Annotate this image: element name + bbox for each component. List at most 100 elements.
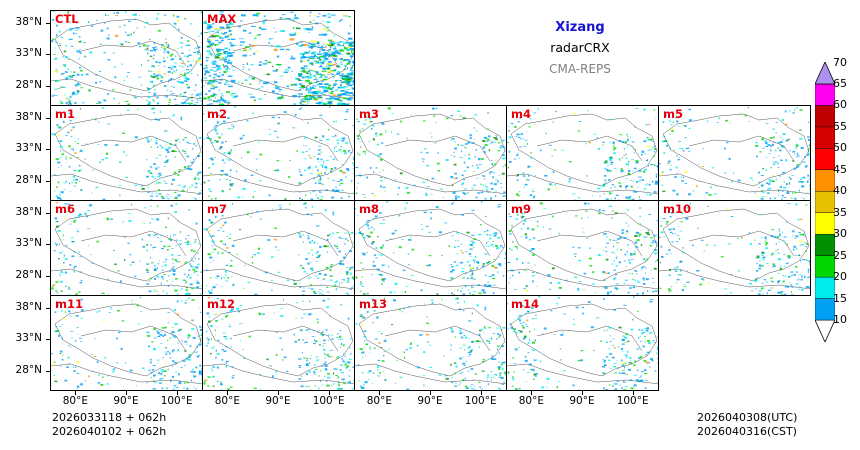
echo-pixel	[313, 156, 316, 158]
echo-pixel	[55, 158, 59, 161]
echo-pixel	[805, 246, 808, 248]
echo-pixel	[231, 203, 234, 205]
echo-pixel	[794, 237, 797, 239]
echo-pixel	[468, 320, 472, 322]
echo-pixel	[492, 333, 496, 334]
echo-pixel	[99, 81, 102, 83]
echo-pixel	[161, 247, 164, 250]
echo-pixel	[224, 250, 226, 251]
echo-pixel	[303, 145, 305, 146]
echo-pixel	[207, 82, 210, 85]
echo-pixel	[169, 98, 171, 101]
echo-pixel	[377, 369, 379, 372]
echo-pixel	[78, 51, 82, 53]
echo-pixel	[324, 52, 328, 55]
echo-pixel	[78, 169, 82, 171]
echo-pixel	[173, 309, 176, 311]
echo-pixel	[698, 180, 702, 182]
echo-pixel	[263, 82, 268, 85]
echo-pixel	[652, 282, 655, 284]
echo-pixel	[162, 278, 164, 280]
echo-pixel	[308, 91, 310, 93]
echo-pixel	[770, 277, 774, 279]
echo-pixel	[533, 237, 536, 239]
echo-pixel	[197, 74, 199, 77]
echo-pixel	[67, 203, 70, 205]
echo-pixel	[523, 187, 526, 188]
echo-pixel	[532, 341, 535, 344]
echo-pixel	[208, 290, 210, 293]
echo-pixel	[165, 141, 168, 143]
echo-pixel	[610, 161, 614, 163]
echo-pixel	[305, 101, 310, 103]
echo-pixel	[455, 298, 459, 300]
echo-pixel	[302, 71, 308, 73]
echo-pixel	[495, 267, 499, 269]
echo-pixel	[481, 289, 485, 292]
echo-pixel	[504, 250, 506, 252]
echo-pixel	[334, 167, 337, 169]
echo-pixel	[260, 28, 264, 30]
panel-map-m2	[203, 106, 354, 200]
echo-pixel	[215, 39, 219, 41]
echo-pixel	[513, 158, 517, 160]
echo-pixel	[160, 195, 164, 198]
echo-pixel	[161, 146, 164, 149]
echo-pixel	[210, 221, 213, 223]
echo-pixel	[650, 351, 652, 353]
echo-pixel	[294, 18, 300, 19]
echo-pixel	[597, 187, 601, 190]
echo-pixel	[638, 329, 641, 331]
echo-pixel	[505, 342, 506, 343]
echo-pixel	[787, 243, 789, 244]
echo-pixel	[318, 59, 320, 61]
echo-pixel	[311, 52, 315, 55]
echo-pixel	[720, 256, 724, 258]
echo-pixel	[609, 205, 612, 207]
echo-pixel	[639, 341, 642, 342]
echo-pixel	[618, 261, 621, 264]
echo-pixel	[162, 335, 165, 337]
echo-pixel	[173, 26, 176, 28]
echo-pixel	[799, 178, 803, 180]
echo-pixel	[228, 59, 231, 62]
echo-pixel	[577, 359, 581, 362]
echo-pixel	[199, 370, 201, 373]
echo-pixel	[168, 275, 170, 276]
echo-pixel	[209, 235, 212, 237]
echo-pixel	[480, 183, 482, 185]
echo-pixel	[666, 144, 669, 147]
echo-pixel	[450, 277, 453, 278]
echo-pixel	[97, 101, 100, 102]
echo-pixel	[303, 57, 306, 59]
echo-pixel	[221, 349, 225, 351]
echo-pixel	[346, 49, 350, 52]
echo-pixel	[188, 49, 191, 51]
echo-pixel	[325, 98, 331, 100]
echo-pixel	[64, 71, 68, 73]
echo-pixel	[286, 85, 290, 88]
echo-pixel	[809, 184, 810, 187]
echo-pixel	[212, 365, 215, 368]
echo-pixel	[160, 372, 163, 375]
echo-pixel	[526, 319, 529, 322]
echo-pixel	[514, 388, 517, 390]
echo-pixel	[761, 236, 763, 239]
echo-pixel	[664, 140, 667, 142]
echo-pixel	[226, 312, 229, 314]
echo-pixel	[67, 98, 70, 100]
echo-pixel	[258, 312, 260, 315]
echo-pixel	[301, 267, 304, 269]
echo-pixel	[264, 271, 268, 274]
echo-pixel	[252, 196, 254, 199]
echo-pixel	[80, 40, 82, 42]
echo-pixel	[344, 232, 348, 234]
echo-pixel	[196, 280, 199, 282]
echo-pixel	[121, 320, 124, 322]
echo-pixel	[219, 89, 221, 91]
echo-pixel	[727, 139, 729, 142]
echo-pixel	[513, 289, 517, 290]
echo-pixel	[470, 240, 474, 242]
echo-pixel	[459, 373, 462, 375]
echo-pixel	[423, 211, 427, 214]
